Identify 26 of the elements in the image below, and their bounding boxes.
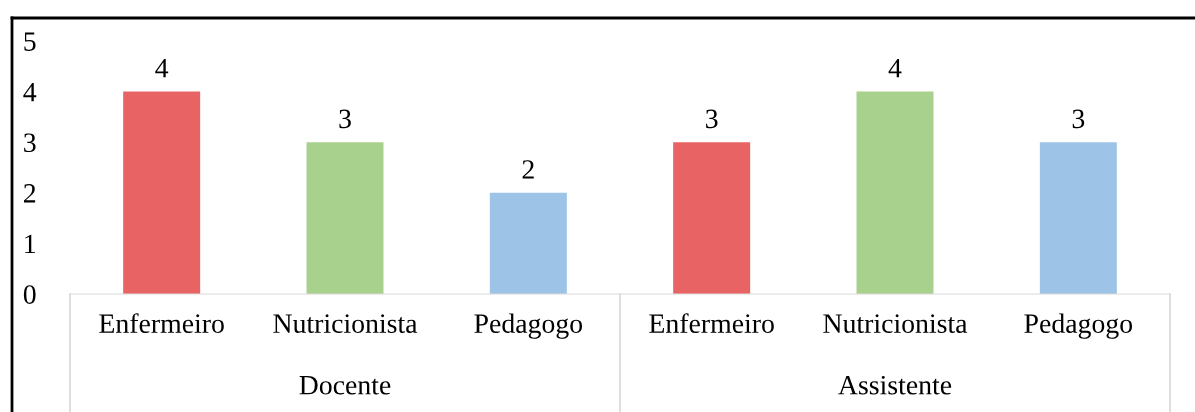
data-label: 4 [888, 59, 902, 78]
x-tick-label: Nutricionista [823, 314, 968, 333]
x-tick-label: Enfermeiro [99, 313, 224, 333]
data-label: 3 [1072, 109, 1085, 129]
text: Docente [299, 376, 391, 395]
bar [856, 91, 934, 294]
y-tick-label: 3 [24, 133, 36, 153]
x-tick-label: Nutricionista [273, 314, 418, 333]
y-tick-label: 1 [25, 234, 35, 254]
bar [1039, 142, 1117, 294]
data-label: 4 [155, 59, 169, 78]
y-tick-label: 0 [23, 285, 36, 304]
data-label: 2 [522, 160, 534, 179]
y-tick-label: 2 [24, 184, 36, 203]
y-tick-label: 5 [24, 32, 36, 51]
bar [673, 142, 751, 294]
bar [123, 91, 201, 294]
data-label: 3 [706, 109, 718, 129]
data-label: 3 [339, 109, 351, 129]
text: Assistente [838, 375, 952, 395]
x-tick-label: Enfermeiro [649, 313, 774, 333]
y-tick-label: 4 [23, 82, 37, 102]
x-tick-label: Pedagogo [474, 313, 583, 339]
bar [489, 192, 567, 294]
x-tick-label: Pedagogo [1024, 313, 1133, 339]
bar [306, 142, 384, 294]
